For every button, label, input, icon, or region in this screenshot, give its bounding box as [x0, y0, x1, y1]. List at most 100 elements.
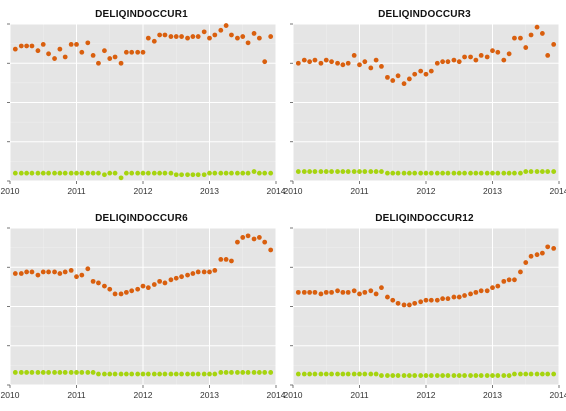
data-point: [473, 373, 479, 378]
x-tick-label: 2010: [284, 186, 303, 196]
data-point: [235, 239, 240, 245]
data-point: [362, 289, 368, 295]
data-point: [251, 169, 257, 174]
data-point: [157, 32, 163, 38]
data-point: [240, 235, 246, 240]
data-point: [129, 288, 135, 294]
x-tick-label: 2010: [284, 390, 303, 400]
data-point: [151, 282, 157, 287]
data-point: [162, 32, 168, 38]
data-point: [307, 289, 313, 295]
data-point: [534, 169, 540, 174]
data-point: [462, 54, 467, 60]
x-tick-label: 2013: [200, 186, 219, 196]
data-point: [201, 269, 207, 275]
x-tick-label: 2012: [134, 390, 153, 400]
data-point: [551, 246, 557, 251]
data-point: [195, 34, 201, 39]
data-point: [428, 68, 434, 74]
data-point: [96, 371, 101, 377]
data-point: [168, 34, 174, 39]
data-point: [506, 51, 512, 57]
data-point: [406, 302, 412, 308]
data-point: [29, 370, 35, 375]
data-point: [145, 371, 151, 377]
data-point: [473, 170, 479, 176]
data-point: [456, 294, 462, 300]
data-point: [512, 371, 517, 377]
data-point: [68, 42, 74, 47]
data-point: [362, 59, 368, 65]
data-point: [251, 236, 257, 242]
data-point: [85, 170, 91, 176]
data-point: [484, 288, 490, 294]
data-point: [57, 271, 63, 276]
data-point: [35, 48, 41, 54]
data-point: [145, 285, 151, 291]
data-point: [390, 78, 396, 83]
data-point: [523, 260, 529, 265]
data-point: [79, 272, 85, 278]
x-tick-label: 2010: [1, 186, 20, 196]
data-point: [545, 53, 551, 58]
data-point: [534, 371, 540, 377]
data-point: [179, 371, 184, 377]
data-point: [173, 275, 179, 281]
data-point: [545, 371, 551, 377]
data-point: [145, 35, 151, 41]
data-point: [495, 283, 501, 289]
data-point: [412, 71, 418, 77]
data-point: [268, 247, 274, 253]
data-point: [473, 289, 479, 295]
data-point: [168, 170, 174, 176]
data-point: [295, 371, 301, 377]
data-point: [190, 172, 196, 178]
data-point: [157, 170, 163, 176]
data-point: [523, 169, 529, 174]
data-point: [351, 169, 357, 174]
series-2: [295, 169, 557, 176]
data-point: [490, 285, 495, 291]
data-point: [129, 371, 135, 377]
data-point: [528, 169, 534, 174]
data-point: [495, 373, 501, 378]
data-point: [318, 371, 324, 377]
data-point: [468, 170, 473, 176]
data-point: [173, 172, 179, 178]
x-tick-label: 2012: [417, 186, 436, 196]
data-point: [357, 291, 362, 297]
data-point: [468, 373, 473, 378]
data-point: [385, 170, 390, 176]
data-point: [412, 170, 418, 176]
data-point: [179, 172, 184, 178]
data-point: [24, 43, 30, 49]
data-point: [218, 170, 224, 176]
data-point: [145, 170, 151, 176]
data-point: [490, 170, 495, 176]
data-point: [245, 40, 251, 46]
data-point: [379, 285, 384, 291]
data-point: [35, 370, 41, 375]
data-point: [140, 371, 146, 377]
data-point: [385, 74, 390, 80]
data-point: [373, 371, 379, 377]
data-point: [190, 271, 196, 276]
series-1: [295, 244, 557, 308]
data-point: [52, 170, 57, 176]
data-point: [185, 371, 190, 377]
data-point: [545, 244, 551, 250]
data-point: [85, 266, 91, 272]
data-point: [118, 175, 124, 181]
data-point: [118, 291, 124, 297]
data-point: [340, 169, 346, 174]
x-tick-label: 2014: [267, 186, 286, 196]
data-point: [323, 371, 329, 377]
data-point: [207, 35, 212, 41]
data-point: [357, 371, 362, 377]
data-point: [335, 288, 340, 294]
data-point: [102, 172, 107, 178]
data-point: [401, 373, 407, 378]
data-point: [539, 31, 545, 36]
data-point: [102, 283, 107, 289]
data-point: [29, 43, 35, 49]
